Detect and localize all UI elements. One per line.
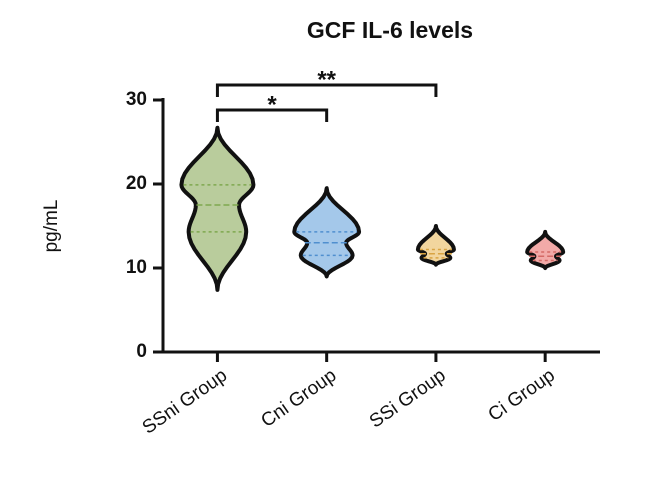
y-tick-label: 20 (126, 173, 147, 194)
significance-label: ** (317, 66, 336, 93)
violin (525, 229, 566, 270)
x-tick-label: SSi Group (366, 365, 450, 432)
x-tick-label: Cni Group (257, 365, 340, 432)
significance-bracket (215, 83, 438, 97)
x-tick-label: Ci Group (485, 365, 559, 426)
y-tick-label: 10 (126, 257, 147, 278)
chart-title: GCF IL-6 levels (307, 17, 473, 43)
significance-bracket (215, 108, 329, 122)
significance-label: * (267, 91, 277, 118)
y-tick-label: 30 (126, 89, 147, 110)
y-axis-label: pg/mL (41, 200, 62, 253)
violin (415, 224, 456, 267)
y-tick-label: 0 (136, 341, 147, 362)
violin (179, 125, 256, 292)
x-tick-label: SSni Group (139, 365, 232, 439)
